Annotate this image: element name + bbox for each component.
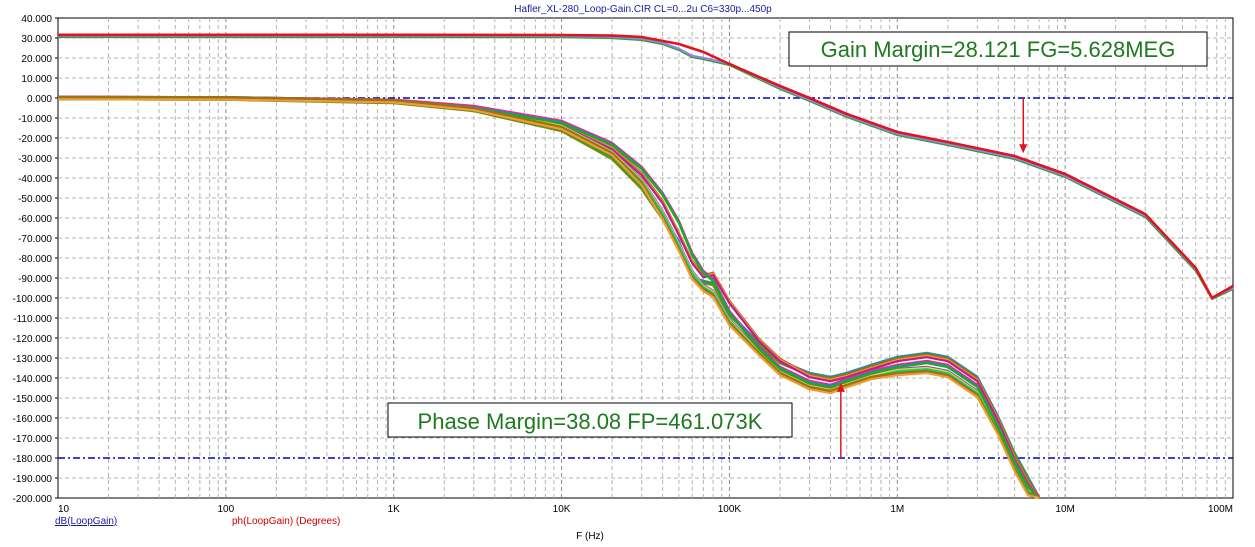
y-tick-label: 10.000 xyxy=(21,74,52,85)
legend-phase: ph(LoopGain) (Degrees) xyxy=(232,516,340,527)
phase-curve xyxy=(57,98,1040,499)
y-tick-label: -20.000 xyxy=(18,134,52,145)
y-tick-label: -140.000 xyxy=(13,374,53,385)
gain-margin-box xyxy=(788,31,1208,67)
x-tick-label: 100 xyxy=(218,504,235,515)
y-tick-label: 20.000 xyxy=(21,54,52,65)
gain-curve-alt2 xyxy=(58,36,1234,301)
x-axis-ticks: 10 100 1K 10K 100K 1M 10M 100M xyxy=(58,504,1233,515)
y-tick-label: -190.000 xyxy=(13,474,53,485)
phase-curve xyxy=(57,98,1040,500)
phase-margin-box xyxy=(387,402,793,438)
y-tick-label: 40.000 xyxy=(21,14,52,25)
x-tick-label: 10 xyxy=(58,504,70,515)
y-tick-label: -90.000 xyxy=(18,274,52,285)
x-tick-label: 100K xyxy=(718,504,742,515)
y-tick-label: 30.000 xyxy=(21,34,52,45)
annotations: Gain Margin=28.121 FG=5.628MEG Phase Marg… xyxy=(387,31,1208,458)
series-group xyxy=(57,33,1234,500)
y-tick-label: -180.000 xyxy=(13,454,53,465)
y-tick-label: -30.000 xyxy=(18,154,52,165)
y-tick-label: -110.000 xyxy=(13,314,52,325)
y-tick-label: -150.000 xyxy=(13,394,53,405)
gain-margin-arrow-head xyxy=(1019,144,1028,154)
x-tick-label: 10K xyxy=(553,504,571,515)
y-tick-label: -130.000 xyxy=(13,354,53,365)
y-tick-label: -40.000 xyxy=(18,174,52,185)
x-tick-label: 100M xyxy=(1208,504,1233,515)
y-tick-label: -160.000 xyxy=(13,414,53,425)
y-tick-label: -120.000 xyxy=(13,334,53,345)
x-axis-label: F (Hz) xyxy=(576,531,604,542)
y-tick-label: 0.000 xyxy=(27,94,52,105)
gain-curve xyxy=(58,33,1234,300)
y-tick-label: -60.000 xyxy=(18,214,52,225)
x-tick-label: 1K xyxy=(388,504,401,515)
x-tick-label: 1M xyxy=(890,504,904,515)
chart-title: Hafler_XL-280_Loop-Gain.CIR CL=0...2u C6… xyxy=(514,4,772,15)
y-axis-ticks: 40.000 30.000 20.000 10.000 0.000 -10.000 -20.… xyxy=(13,14,58,505)
y-tick-label: -70.000 xyxy=(18,234,52,245)
gain-margin-label: Gain Margin=28.121 FG=5.628MEG xyxy=(821,37,1176,62)
phase-margin-label: Phase Margin=38.08 FP=461.073K xyxy=(418,409,763,434)
y-tick-label: -50.000 xyxy=(18,194,52,205)
phase-margin-arrow-head xyxy=(836,382,845,392)
y-tick-label: -200.000 xyxy=(13,494,53,505)
legend-gain: dB(LoopGain) xyxy=(55,516,117,527)
x-tick-label: 10M xyxy=(1055,504,1074,515)
y-tick-label: -10.000 xyxy=(18,114,52,125)
y-tick-label: -170.000 xyxy=(13,434,53,445)
y-tick-label: -100.000 xyxy=(13,294,53,305)
y-tick-label: -80.000 xyxy=(18,254,52,265)
